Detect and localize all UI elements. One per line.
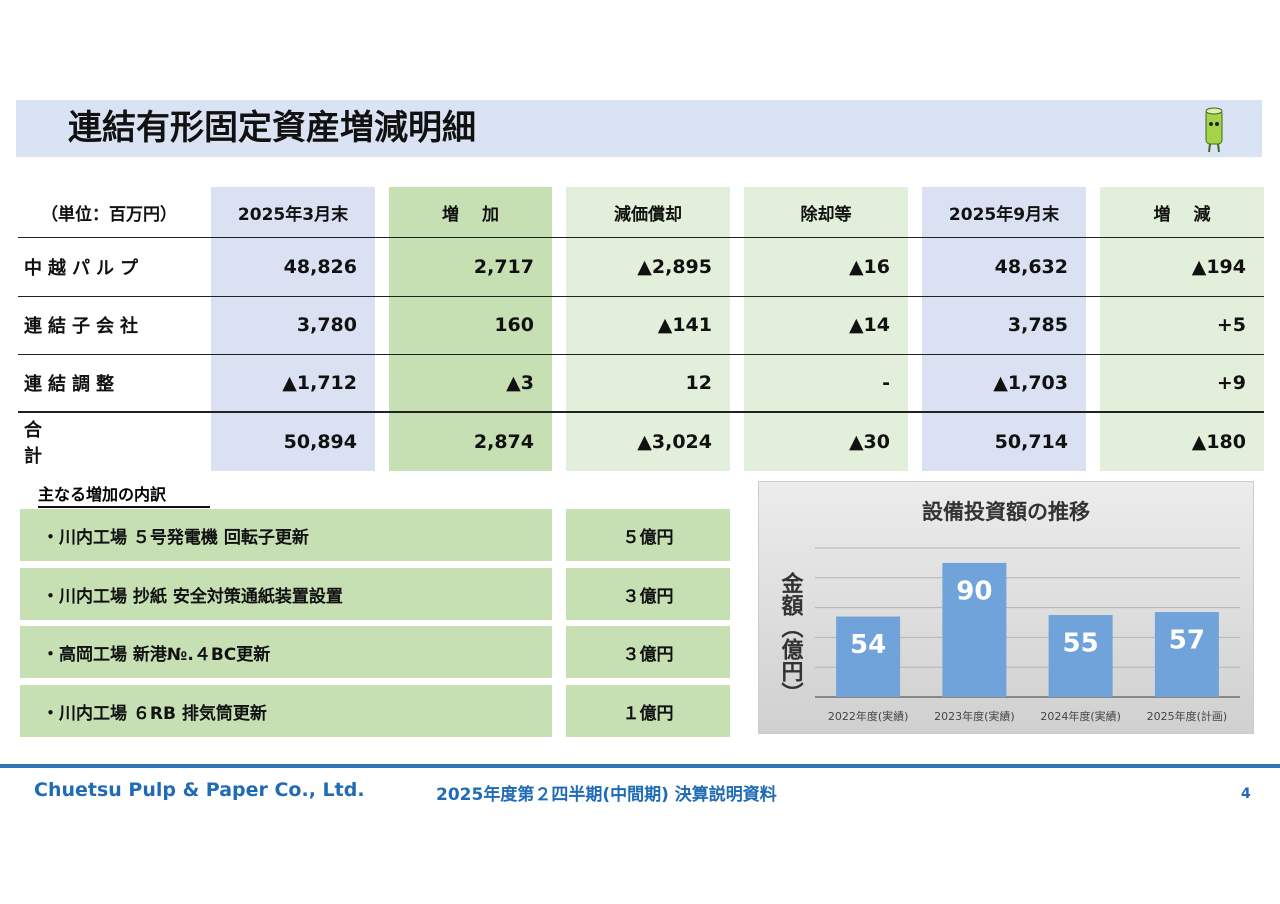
row-line bbox=[18, 237, 1264, 238]
cell-value: 12 bbox=[685, 372, 712, 394]
cell-value: 160 bbox=[494, 314, 534, 336]
cell-value: ▲2,895 bbox=[637, 255, 712, 278]
item-label: ・高岡工場 新港№.４BC更新 bbox=[20, 626, 552, 678]
column-bg bbox=[744, 187, 908, 471]
row-label: 中越パルプ bbox=[24, 257, 144, 279]
value-label: 90 bbox=[956, 576, 992, 606]
cell-value: +9 bbox=[1216, 372, 1246, 394]
cell-value: 48,632 bbox=[994, 255, 1068, 278]
cell-value: 3,785 bbox=[1007, 314, 1068, 336]
x-tick-label: 2022年度(実績) bbox=[828, 709, 909, 723]
column-header: 除却等 bbox=[800, 204, 852, 225]
cell-value: ▲3,024 bbox=[637, 430, 712, 453]
column-header: 増 加 bbox=[442, 204, 499, 225]
page-number: 4 bbox=[1241, 786, 1251, 802]
item-amount: ３億円 bbox=[566, 626, 730, 678]
company: Chuetsu Pulp & Paper Co., Ltd. bbox=[34, 779, 365, 801]
item-amount: １億円 bbox=[566, 685, 730, 737]
row-label: 合計 bbox=[24, 419, 172, 467]
cell-value: ▲1,712 bbox=[282, 372, 357, 394]
x-tick-label: 2023年度(実績) bbox=[934, 709, 1015, 723]
item-label: ・川内工場 ５号発電機 回転子更新 bbox=[20, 509, 552, 561]
column-bg bbox=[389, 187, 552, 471]
breakdown-title: 主なる増加の内訳 bbox=[38, 481, 210, 508]
item-amount: ５億円 bbox=[566, 509, 730, 561]
cell-value: 2,717 bbox=[473, 255, 534, 278]
cell-value: +5 bbox=[1216, 314, 1246, 336]
mascot bbox=[1205, 107, 1223, 153]
cell-value: ▲194 bbox=[1191, 255, 1246, 278]
cell-value: ▲16 bbox=[848, 255, 890, 278]
column-header: （単位：百万円） bbox=[41, 204, 177, 225]
row-label: 連結調整 bbox=[24, 374, 120, 395]
cell-value: 50,894 bbox=[283, 430, 357, 453]
row-line bbox=[18, 411, 1264, 413]
cell-value: - bbox=[882, 372, 890, 394]
item-label: ・川内工場 抄紙 安全対策通紙装置設置 bbox=[20, 568, 552, 620]
bar bbox=[836, 616, 901, 697]
column-bg bbox=[566, 187, 730, 471]
row-line bbox=[18, 296, 1264, 297]
item-label: ・川内工場 ６RB 排気筒更新 bbox=[20, 685, 552, 737]
value-label: 54 bbox=[850, 630, 886, 660]
column-bg bbox=[1100, 187, 1264, 471]
title-bar bbox=[16, 100, 1262, 157]
row-label: 連結子会社 bbox=[24, 316, 144, 337]
bar bbox=[942, 562, 1007, 697]
column-header: 2025年3月末 bbox=[237, 204, 349, 225]
value-label: 55 bbox=[1063, 629, 1099, 659]
x-tick-label: 2024年度(実績) bbox=[1040, 709, 1121, 723]
cell-value: ▲141 bbox=[657, 314, 712, 336]
chart-title: 設備投資額の推移 bbox=[922, 500, 1090, 524]
row-line bbox=[18, 354, 1264, 355]
column-header: 2025年9月末 bbox=[948, 204, 1060, 225]
cell-value: ▲180 bbox=[1191, 430, 1246, 453]
y-axis-label: 金額（億円） bbox=[778, 571, 805, 704]
doc-title: 2025年度第２四半期(中間期) 決算説明資料 bbox=[436, 785, 777, 805]
cell-value: ▲14 bbox=[848, 314, 890, 336]
cell-value: 48,826 bbox=[283, 255, 357, 278]
cell-value: 3,780 bbox=[296, 314, 357, 336]
bar bbox=[1048, 615, 1113, 697]
page-title: 連結有形固定資産増減明細 bbox=[68, 108, 476, 148]
column-header: 減価償却 bbox=[614, 204, 682, 225]
x-tick-label: 2025年度(計画) bbox=[1147, 709, 1228, 723]
cell-value: 50,714 bbox=[994, 430, 1068, 453]
column-header: 増 減 bbox=[1153, 204, 1211, 225]
cell-value: ▲3 bbox=[506, 372, 534, 394]
bar bbox=[1154, 612, 1219, 697]
cell-value: 2,874 bbox=[473, 430, 534, 453]
value-label: 57 bbox=[1169, 626, 1205, 656]
column-bg bbox=[211, 187, 375, 471]
cell-value: ▲30 bbox=[848, 430, 890, 453]
cell-value: ▲1,703 bbox=[993, 372, 1068, 394]
item-amount: ３億円 bbox=[566, 568, 730, 620]
footer-line bbox=[0, 764, 1280, 768]
column-bg bbox=[922, 187, 1086, 471]
